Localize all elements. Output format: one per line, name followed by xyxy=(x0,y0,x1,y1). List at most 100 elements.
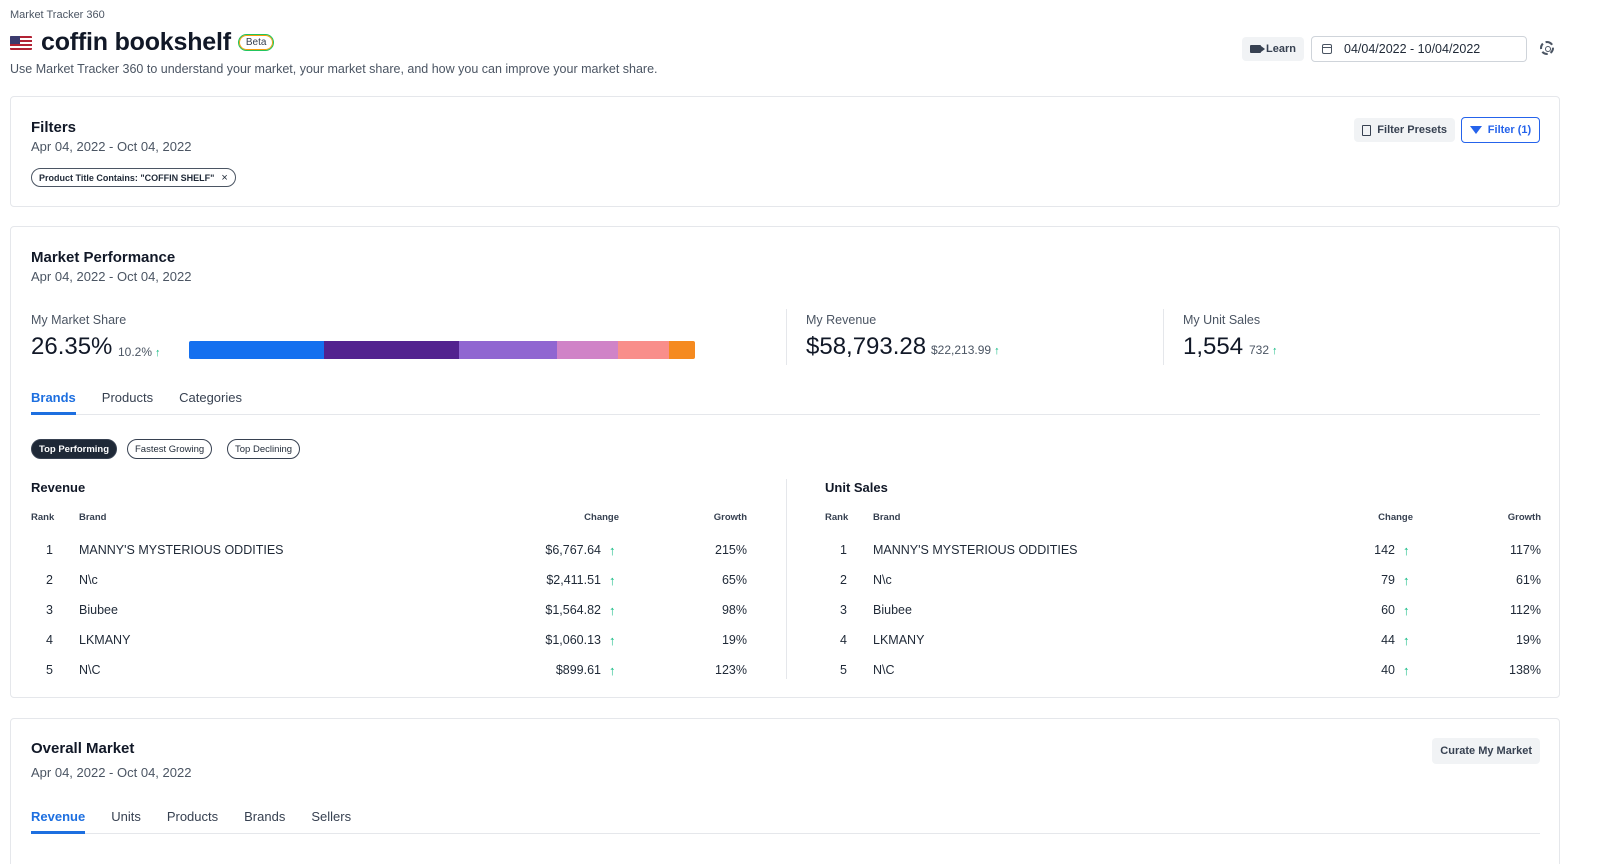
curate-my-market-button[interactable]: Curate My Market xyxy=(1432,738,1540,764)
share-segment xyxy=(459,341,557,359)
change-cell: $2,411.51 xyxy=(546,573,601,587)
col-brand: Brand xyxy=(873,512,901,523)
change-cell: 40 xyxy=(1381,663,1395,677)
pill-top-declining[interactable]: Top Declining xyxy=(227,439,301,459)
us-flag-icon xyxy=(10,35,32,50)
divider xyxy=(786,309,787,365)
up-arrow-icon: ↑ xyxy=(609,603,616,618)
share-segment xyxy=(556,341,618,359)
filters-card: Filters Apr 04, 2022 - Oct 04, 2022 Prod… xyxy=(10,96,1560,207)
unit-sales-delta: 732 ↑ xyxy=(1249,343,1278,357)
growth-cell: 19% xyxy=(1515,633,1541,647)
up-arrow-icon: ↑ xyxy=(1403,603,1410,618)
overall-date: Apr 04, 2022 - Oct 04, 2022 xyxy=(31,765,192,780)
tab-brands[interactable]: Brands xyxy=(31,390,76,415)
tab-sellers[interactable]: Sellers xyxy=(311,809,352,824)
share-segment xyxy=(617,341,670,359)
document-icon xyxy=(1362,124,1372,136)
growth-cell: 215% xyxy=(715,543,747,557)
rank-cell: 4 xyxy=(840,633,847,647)
rank-cell: 2 xyxy=(840,573,847,587)
learn-button[interactable]: Learn xyxy=(1242,37,1304,61)
performance-date: Apr 04, 2022 - Oct 04, 2022 xyxy=(31,269,192,284)
tab-revenue[interactable]: Revenue xyxy=(31,809,86,834)
tab-categories[interactable]: Categories xyxy=(179,390,242,405)
change-cell: $1,060.13 xyxy=(545,633,601,647)
brand-cell: N\c xyxy=(873,573,892,587)
date-range-picker[interactable]: 04/04/2022 - 10/04/2022 xyxy=(1311,36,1527,62)
change-cell: 79 xyxy=(1381,573,1395,587)
page-subtitle: Use Market Tracker 360 to understand you… xyxy=(10,62,658,76)
tab-brands[interactable]: Brands xyxy=(244,809,286,824)
rank-cell: 1 xyxy=(46,543,53,557)
brand-cell: N\C xyxy=(873,663,895,677)
brand-cell: Biubee xyxy=(873,603,912,617)
filter-presets-button[interactable]: Filter Presets xyxy=(1354,118,1455,142)
market-share-value: 26.35% xyxy=(31,333,113,360)
col-change: Change xyxy=(584,512,619,523)
up-arrow-icon: ↑ xyxy=(1403,573,1410,588)
market-share-delta-value: 10.2% xyxy=(118,345,153,359)
unit-sales-value: 1,554 xyxy=(1183,333,1244,360)
up-arrow-icon: ↑ xyxy=(1403,543,1410,558)
pill-top-performing[interactable]: Top Performing xyxy=(31,439,118,459)
growth-cell: 98% xyxy=(721,603,747,617)
revenue-table-title: Revenue xyxy=(31,480,86,495)
tab-units[interactable]: Units xyxy=(111,809,141,824)
change-cell: $6,767.64 xyxy=(545,543,601,557)
revenue-delta: $22,213.99 ↑ xyxy=(931,343,1000,357)
growth-cell: 117% xyxy=(1509,543,1541,557)
filter-button-label: Filter (1) xyxy=(1487,124,1532,136)
change-cell: 142 xyxy=(1374,543,1395,557)
rank-cell: 4 xyxy=(46,633,53,647)
col-growth: Growth xyxy=(713,512,747,523)
tab-products[interactable]: Products xyxy=(101,390,154,405)
pill-fastest-growing[interactable]: Fastest Growing xyxy=(127,439,213,459)
rank-cell: 2 xyxy=(46,573,53,587)
brand-cell: MANNY'S MYSTERIOUS ODDITIES xyxy=(873,543,1078,557)
brand-cell: LKMANY xyxy=(873,633,925,647)
brand-cell: MANNY'S MYSTERIOUS ODDITIES xyxy=(79,543,284,557)
filter-chip[interactable]: Product Title Contains: "COFFIN SHELF" × xyxy=(31,168,236,187)
up-arrow-icon: ↑ xyxy=(1403,633,1410,648)
date-range-value: 04/04/2022 - 10/04/2022 xyxy=(1344,42,1481,56)
funnel-icon xyxy=(1469,126,1482,134)
rank-cell: 3 xyxy=(46,603,53,617)
brand-cell: N\c xyxy=(79,573,98,587)
up-arrow-icon: ↑ xyxy=(609,543,616,558)
unit-sales-delta-value: 732 xyxy=(1249,343,1270,357)
beta-badge: Beta xyxy=(237,34,275,51)
filter-presets-label: Filter Presets xyxy=(1377,124,1447,136)
close-icon[interactable]: × xyxy=(221,171,228,184)
up-arrow-icon: ↑ xyxy=(609,663,616,678)
video-camera-icon xyxy=(1250,45,1266,53)
market-share-bar xyxy=(189,341,695,359)
change-cell: 60 xyxy=(1381,603,1395,617)
rank-cell: 5 xyxy=(840,663,847,677)
revenue-label: My Revenue xyxy=(806,313,877,327)
col-change: Change xyxy=(1378,512,1413,523)
gear-icon[interactable] xyxy=(1540,41,1554,55)
tab-products[interactable]: Products xyxy=(166,809,219,824)
overall-tabs: Revenue Units Products Brands Sellers xyxy=(31,809,1540,834)
calendar-icon xyxy=(1322,44,1332,54)
up-arrow-icon: ↑ xyxy=(609,573,616,588)
growth-cell: 123% xyxy=(715,663,747,677)
filters-date: Apr 04, 2022 - Oct 04, 2022 xyxy=(31,139,192,154)
growth-cell: 65% xyxy=(721,573,747,587)
divider xyxy=(786,479,787,679)
growth-cell: 112% xyxy=(1509,603,1541,617)
growth-cell: 138% xyxy=(1509,663,1541,677)
breadcrumb: Market Tracker 360 xyxy=(10,9,105,21)
up-arrow-icon: ↑ xyxy=(1403,663,1410,678)
share-segment xyxy=(324,341,460,359)
learn-label: Learn xyxy=(1266,43,1296,55)
filter-button[interactable]: Filter (1) xyxy=(1461,117,1540,143)
change-cell: 44 xyxy=(1381,633,1395,647)
change-cell: $1,564.82 xyxy=(545,603,601,617)
growth-cell: 61% xyxy=(1515,573,1541,587)
divider xyxy=(1163,309,1164,365)
filters-title: Filters xyxy=(31,119,77,136)
col-growth: Growth xyxy=(1507,512,1541,523)
performance-tabs: Brands Products Categories xyxy=(31,390,1540,415)
